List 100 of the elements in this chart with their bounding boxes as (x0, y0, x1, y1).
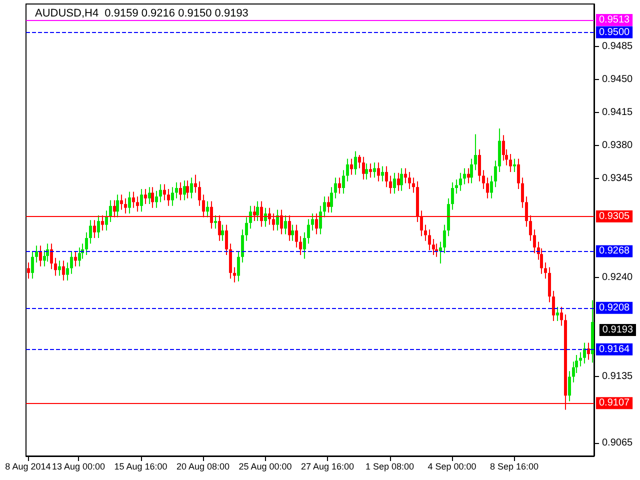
candlestick (299, 236, 302, 256)
candlestick (412, 177, 415, 194)
candlestick (470, 158, 473, 184)
candlestick (225, 224, 228, 256)
y-tick-label: 0.9240 (602, 272, 634, 284)
ref-line-label: 0.9513 (599, 14, 630, 26)
candlestick (151, 186, 154, 208)
candlestick (105, 210, 108, 231)
candlestick (128, 191, 131, 214)
candlestick (432, 238, 435, 256)
candlestick (533, 229, 536, 254)
candlestick (486, 177, 489, 199)
candlestick (307, 218, 310, 244)
candlestick (408, 171, 411, 190)
candlestick (517, 158, 520, 190)
candlestick (556, 306, 559, 322)
candlestick (171, 186, 174, 206)
x-tick-label: 27 Aug 16:00 (300, 462, 354, 472)
chart-title: AUDUSD,H4 0.9159 0.9216 0.9150 0.9193 (35, 8, 248, 20)
ref-line-label: 0.9164 (599, 344, 630, 355)
candlestick (478, 148, 481, 182)
ref-line-label: 0.9208 (599, 302, 630, 314)
y-tick-label: 0.9135 (602, 371, 634, 382)
candlestick (428, 229, 431, 251)
candlestick (393, 172, 396, 194)
y-tick-label: 0.9485 (602, 40, 634, 52)
x-tick-label: 25 Aug 00:00 (238, 462, 292, 472)
candlestick (494, 160, 497, 188)
candlestick (327, 196, 330, 214)
candlestick (568, 370, 571, 402)
candlestick (455, 179, 458, 194)
candlestick (27, 262, 30, 280)
y-tick-label: 0.9415 (602, 107, 634, 118)
ref-line-label: 0.9268 (599, 246, 630, 257)
candlestick (362, 156, 365, 180)
candlestick (50, 243, 53, 270)
candlestick (276, 209, 279, 231)
candlestick (229, 243, 232, 280)
candlestick (221, 224, 224, 242)
candlestick (70, 250, 73, 274)
candlestick (311, 212, 314, 231)
candlestick (323, 196, 326, 218)
x-tick-label: 1 Sep 08:00 (365, 462, 414, 472)
candlestick (124, 198, 127, 214)
candlestick (136, 196, 139, 212)
candlestick (474, 134, 477, 171)
candlestick (467, 168, 470, 184)
candlestick (334, 177, 337, 199)
candlestick (397, 172, 400, 192)
candlestick (583, 342, 586, 364)
candlestick (116, 194, 119, 218)
candlestick (241, 229, 244, 264)
candlestick (369, 162, 372, 178)
candlestick (179, 182, 182, 201)
candlestick (358, 154, 361, 169)
candlestick (385, 166, 388, 188)
candlestick (183, 180, 186, 201)
candlestick (74, 250, 77, 267)
ref-line-label: 0.9500 (599, 26, 630, 38)
candlestick (249, 205, 252, 230)
candlestick (237, 250, 240, 282)
candlestick (342, 170, 345, 194)
candlestick (424, 224, 427, 242)
candlestick (66, 262, 69, 281)
candlestick (319, 205, 322, 235)
candlestick (85, 232, 88, 256)
x-tick-label: 8 Aug 2014 (5, 462, 51, 472)
candlestick (93, 220, 96, 239)
candlestick (400, 168, 403, 192)
candlestick (39, 245, 42, 267)
candlestick (373, 162, 376, 178)
candlestick (148, 186, 151, 205)
candlestick (291, 224, 294, 242)
candlestick (89, 220, 92, 244)
candlestick (490, 175, 493, 199)
candlestick (404, 168, 407, 184)
candlestick (482, 170, 485, 190)
candlestick (256, 200, 259, 222)
candlestick (548, 266, 551, 303)
x-tick-label: 15 Aug 16:00 (114, 462, 168, 472)
y-tick-label: 0.9450 (602, 74, 634, 85)
candlestick (78, 246, 81, 267)
ref-line-label: 0.9305 (599, 210, 630, 222)
candlestick (163, 184, 166, 201)
candlestick (377, 162, 380, 182)
candlestick (463, 168, 466, 185)
candlestick (190, 177, 193, 199)
candlestick (284, 214, 287, 235)
x-tick-label: 4 Sep 00:00 (428, 462, 476, 472)
ref-line-label: 0.9107 (599, 398, 630, 409)
candlestick (140, 188, 143, 212)
candlestick (120, 194, 123, 210)
y-tick-label: 0.9065 (602, 437, 634, 448)
candlestick (451, 182, 454, 210)
candlestick (186, 180, 189, 199)
candlestick (513, 158, 516, 172)
candlestick (35, 245, 38, 264)
candlestick (381, 166, 384, 182)
candlestick (245, 216, 248, 242)
candlestick (144, 188, 147, 205)
